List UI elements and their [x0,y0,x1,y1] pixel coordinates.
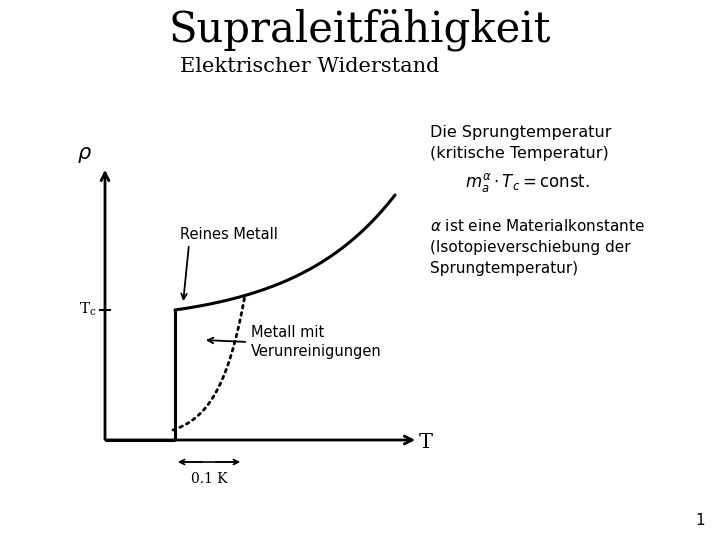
Text: Reines Metall: Reines Metall [180,227,278,242]
Text: $\rho$: $\rho$ [78,145,92,165]
Text: Die Sprungtemperatur
(kritische Temperatur): Die Sprungtemperatur (kritische Temperat… [430,125,611,161]
Text: 0.1 K: 0.1 K [191,472,228,486]
Text: Elektrischer Widerstand: Elektrischer Widerstand [180,57,440,77]
Text: 1: 1 [696,513,705,528]
Text: T$_\mathregular{c}$: T$_\mathregular{c}$ [79,300,97,318]
Text: $m_a^{\alpha} \cdot T_c = \mathrm{const.}$: $m_a^{\alpha} \cdot T_c = \mathrm{const.… [465,171,590,193]
Text: T: T [419,433,433,451]
Text: Supraleitfähigkeit: Supraleitfähigkeit [168,9,552,51]
Text: $\alpha$ ist eine Materialkonstante
(Isotopieverschiebung der
Sprungtemperatur): $\alpha$ ist eine Materialkonstante (Iso… [430,218,644,276]
Text: Metall mit
Verunreinigungen: Metall mit Verunreinigungen [251,325,382,360]
